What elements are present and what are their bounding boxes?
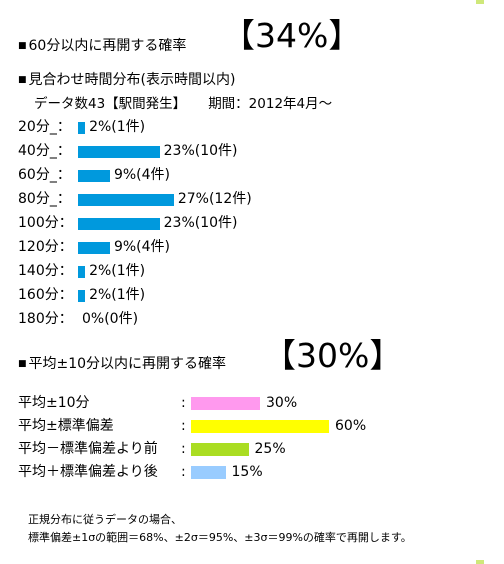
- histogram-row: 20分_： 2%(1件): [18, 117, 438, 137]
- note-line-2: 標準偏差±1σの範囲＝68%、±2σ＝95%、±3σ＝99%の確率で再開します。: [28, 531, 412, 544]
- histogram-row-label: 120分：: [18, 239, 73, 255]
- comparison-value-label: 30%: [266, 395, 298, 411]
- histogram-bar: [78, 122, 86, 134]
- section3-heading-line: ■ 平均±10分以内に再開する確率: [18, 355, 226, 373]
- comparison-bar: [191, 420, 329, 433]
- histogram-value-label: 0%(0件): [82, 311, 139, 327]
- comparison-colon: :: [181, 395, 186, 411]
- histogram-bar: [78, 266, 86, 278]
- data-count: データ数43【駅間発生】: [34, 96, 187, 112]
- period: 期間：2012年4月～: [208, 96, 333, 112]
- histogram-row: 100分： 23%(10件): [18, 213, 438, 233]
- comparison-row: 平均－標準偏差より前: 25%: [18, 439, 478, 459]
- square-bullet-icon: ■: [18, 41, 27, 51]
- note-line-1: 正規分布に従うデータの場合、: [28, 513, 182, 526]
- section3-percent: 【30%】: [263, 336, 403, 375]
- histogram-bar: [78, 218, 160, 230]
- comparison-row: 平均±10分: 30%: [18, 393, 478, 413]
- histogram-bar: [78, 194, 174, 206]
- histogram-row-label: 100分：: [18, 215, 73, 231]
- corner-decoration-bottom: [476, 560, 484, 564]
- comparison-value-label: 15%: [231, 464, 263, 480]
- histogram-value-label: 23%(10件): [163, 215, 238, 231]
- histogram-value-label: 9%(4件): [113, 239, 170, 255]
- histogram-value-label: 27%(12件): [177, 191, 252, 207]
- histogram-row-label: 60分_：: [18, 167, 71, 183]
- comparison-value-label: 25%: [254, 441, 286, 457]
- comparison-row-label: 平均＋標準偏差より後: [18, 464, 158, 480]
- comparison-bar: [191, 443, 249, 456]
- comparison-colon: :: [181, 464, 186, 480]
- histogram-bar: [78, 242, 110, 254]
- histogram-row-label: 20分_：: [18, 119, 71, 135]
- section1-heading-line: ■ 60分以内に再開する確率: [18, 37, 186, 55]
- histogram-row-label: 140分：: [18, 263, 73, 279]
- histogram-row-label: 160分：: [18, 287, 73, 303]
- comparison-value-label: 60%: [335, 418, 367, 434]
- histogram-bar: [78, 146, 160, 158]
- histogram-value-label: 2%(1件): [89, 119, 146, 135]
- histogram-row-label: 80分_：: [18, 191, 71, 207]
- section2-heading-line: ■ 見合わせ時間分布(表示時間以内): [18, 71, 235, 89]
- comparison-colon: :: [181, 441, 186, 457]
- comparison-colon: :: [181, 418, 186, 434]
- square-bullet-icon: ■: [18, 75, 27, 85]
- square-bullet-icon: ■: [18, 359, 27, 369]
- comparison-row-label: 平均±10分: [18, 395, 90, 411]
- histogram-value-label: 23%(10件): [163, 143, 238, 159]
- histogram-value-label: 9%(4件): [113, 167, 170, 183]
- comparison-row: 平均＋標準偏差より後: 15%: [18, 462, 478, 482]
- histogram-row-label: 40分_：: [18, 143, 71, 159]
- histogram-value-label: 2%(1件): [89, 287, 146, 303]
- histogram-subinfo: データ数43【駅間発生】 期間：2012年4月～: [34, 96, 332, 113]
- section2-heading: 見合わせ時間分布(表示時間以内): [28, 72, 236, 88]
- corner-decoration-top: [476, 0, 484, 4]
- histogram-row: 180分： 0%(0件): [18, 309, 438, 329]
- comparison-row-label: 平均±標準偏差: [18, 418, 114, 434]
- section3-heading: 平均±10分以内に再開する確率: [28, 356, 227, 372]
- histogram-bar: [78, 170, 110, 182]
- comparison-row-label: 平均－標準偏差より前: [18, 441, 158, 457]
- section1-percent: 【34%】: [222, 16, 362, 55]
- histogram-row: 160分： 2%(1件): [18, 285, 438, 305]
- histogram-row: 60分_： 9%(4件): [18, 165, 438, 185]
- comparison-row: 平均±標準偏差: 60%: [18, 416, 478, 436]
- histogram-row: 80分_： 27%(12件): [18, 189, 438, 209]
- comparison-bar: [191, 397, 260, 410]
- histogram-row: 140分： 2%(1件): [18, 261, 438, 281]
- histogram-value-label: 2%(1件): [89, 263, 146, 279]
- histogram-bar: [78, 290, 86, 302]
- histogram-row-label: 180分：: [18, 311, 73, 327]
- histogram-row: 40分_： 23%(10件): [18, 141, 438, 161]
- section1-heading: 60分以内に再開する確率: [28, 38, 187, 54]
- comparison-bar: [191, 466, 226, 479]
- histogram-row: 120分： 9%(4件): [18, 237, 438, 257]
